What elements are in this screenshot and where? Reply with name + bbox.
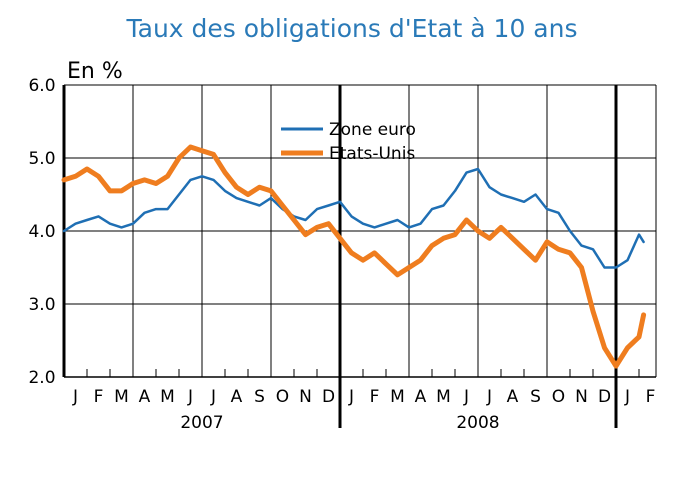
- x-tick-label: F: [94, 387, 104, 407]
- x-tick-label: O: [552, 387, 565, 407]
- legend-label: Etats-Unis: [329, 144, 415, 164]
- x-tick-label: A: [507, 387, 519, 407]
- y-axis-unit-label: En %: [67, 59, 123, 84]
- series-lines: [61, 144, 647, 369]
- x-tick-label: A: [415, 387, 427, 407]
- x-tick-label: N: [299, 387, 312, 407]
- x-tick-label: J: [463, 387, 469, 407]
- year-label: 2008: [456, 413, 499, 433]
- x-tick-label: O: [276, 387, 289, 407]
- legend: Zone euro Etats-Unis: [281, 120, 416, 164]
- x-tick-label: M: [160, 387, 175, 407]
- year-labels: 2007 2008: [180, 413, 499, 433]
- x-tick-label: J: [486, 387, 492, 407]
- series-line-etats-unis: [61, 144, 647, 369]
- x-tick-label: M: [436, 387, 451, 407]
- y-tick-label: 4.0: [28, 222, 55, 242]
- x-tick-label: J: [624, 387, 630, 407]
- chart-title: Taux des obligations d'Etat à 10 ans: [126, 14, 578, 43]
- y-tick-label: 2.0: [28, 368, 55, 388]
- y-tick-label: 5.0: [28, 149, 55, 169]
- x-tick-label: A: [231, 387, 243, 407]
- y-tick-labels: 2.0 3.0 4.0 5.0 6.0: [28, 76, 55, 388]
- x-tick-label: F: [646, 387, 656, 407]
- x-tick-label: F: [370, 387, 380, 407]
- x-tick-label: D: [598, 387, 611, 407]
- x-tick-label: M: [114, 387, 129, 407]
- y-tick-label: 6.0: [28, 76, 55, 96]
- y-tick-label: 3.0: [28, 295, 55, 315]
- x-tick-label: N: [575, 387, 588, 407]
- x-tick-label: J: [210, 387, 216, 407]
- x-tick-label: J: [348, 387, 354, 407]
- x-tick-label: J: [72, 387, 78, 407]
- x-tick-label: S: [530, 387, 541, 407]
- x-tick-label: J: [187, 387, 193, 407]
- year-label: 2007: [180, 413, 223, 433]
- series-line-zone-euro: [62, 167, 645, 269]
- x-tick-label: M: [390, 387, 405, 407]
- legend-label: Zone euro: [329, 120, 416, 140]
- grid: [64, 84, 656, 377]
- x-tick-label: S: [254, 387, 265, 407]
- x-tick-label: A: [139, 387, 151, 407]
- x-tick-label: D: [322, 387, 335, 407]
